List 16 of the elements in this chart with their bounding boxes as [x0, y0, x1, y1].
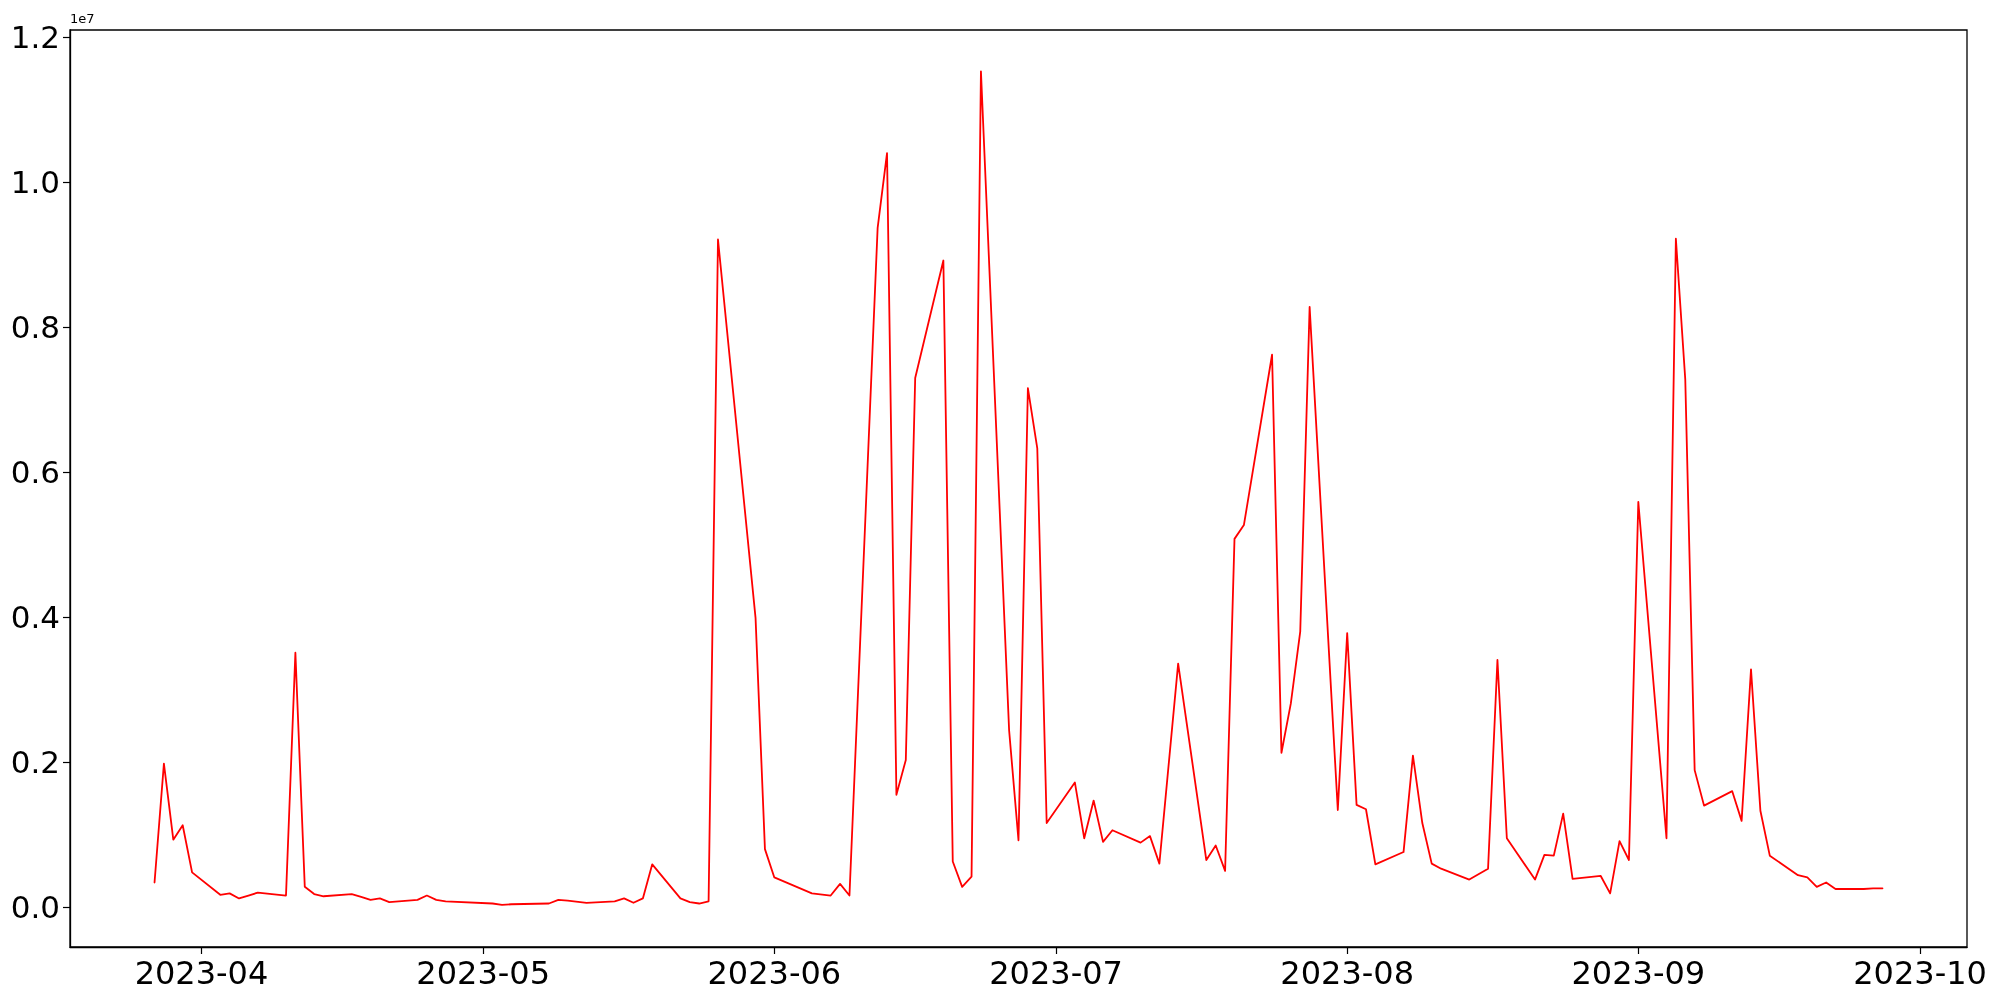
x-tick-label: 2023-05 [416, 954, 551, 992]
x-tick-label: 2023-08 [1280, 954, 1415, 992]
y-tick-label: 0.4 [10, 599, 60, 636]
x-tick-label: 2023-04 [134, 954, 269, 992]
line-series [153, 70, 1884, 906]
y-tick-label: 0.0 [10, 889, 60, 926]
x-tick-label: 2023-07 [989, 954, 1123, 992]
x-tick-label: 2023-10 [1853, 954, 1987, 992]
y-tick-label: 0.6 [10, 454, 60, 491]
y-tick-label: 0.2 [10, 744, 60, 781]
text: 1e7 [70, 11, 95, 26]
y-tick-label: 1.0 [10, 164, 60, 201]
x-tick-label: 2023-06 [707, 954, 842, 992]
y-tick-label: 0.8 [10, 309, 60, 346]
y-tick-label: 1.2 [10, 19, 60, 56]
x-tick-label: 2023-09 [1571, 954, 1706, 992]
